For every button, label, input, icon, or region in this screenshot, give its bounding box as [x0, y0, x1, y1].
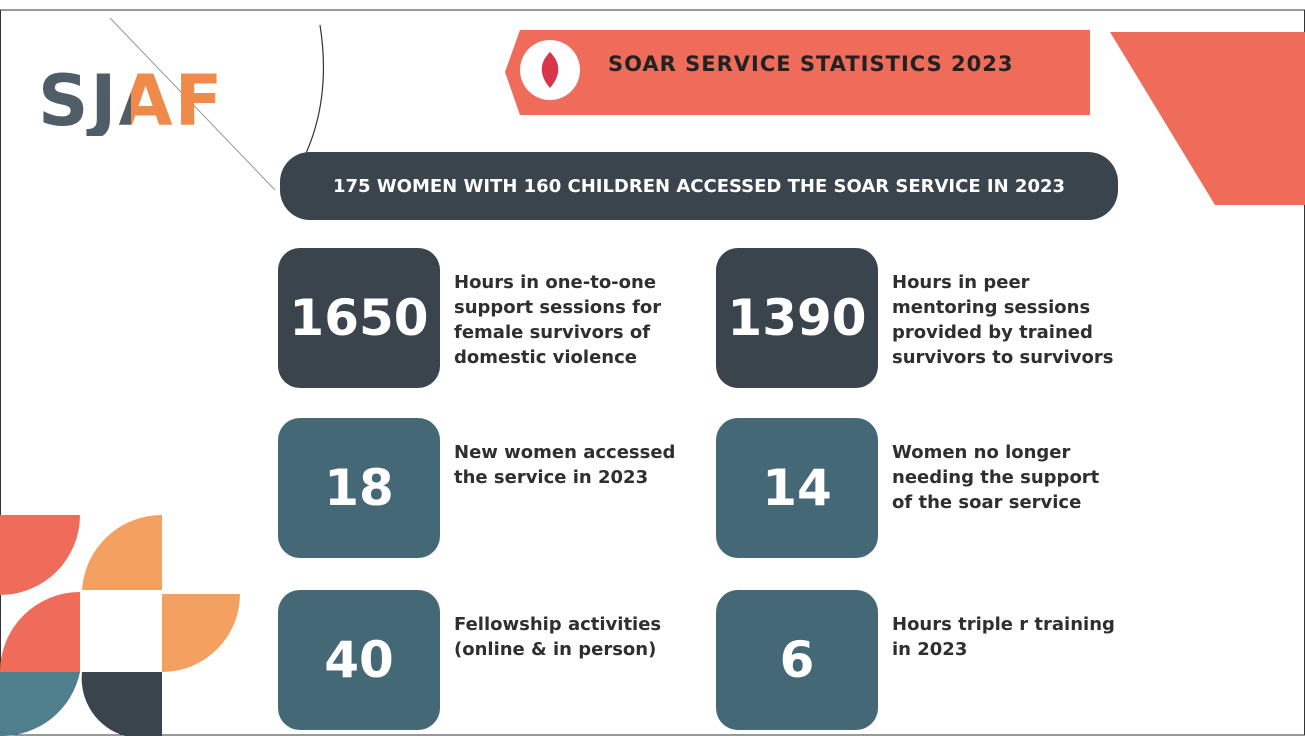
stat-label: Hours triple r training in 2023: [892, 612, 1117, 662]
stat-value: 18: [278, 418, 440, 558]
deco-shape: [82, 515, 162, 590]
deco-shape: [82, 672, 162, 736]
stat-label: Women no longer needing the support of t…: [892, 440, 1117, 515]
stat-label: Hours in peer mentoring sessions provide…: [892, 270, 1117, 370]
deco-shape: [0, 672, 80, 736]
stat-value: 40: [278, 590, 440, 730]
stat-label: New women accessed the service in 2023: [454, 440, 679, 490]
deco-shape: [162, 594, 240, 672]
page: SJAF SOAR SERVICE STATISTICS 2023 175 WO…: [0, 0, 1305, 736]
stat-label: Hours in one-to-one support sessions for…: [454, 270, 679, 370]
header-title: SOAR SERVICE STATISTICS 2023: [608, 52, 1078, 76]
stat-label: Fellowship activities (online & in perso…: [454, 612, 679, 662]
corner-shape: [1110, 32, 1305, 205]
stat-value: 6: [716, 590, 878, 730]
stat-value: 14: [716, 418, 878, 558]
logo: SJAF: [38, 66, 224, 136]
stat-value: 1390: [716, 248, 878, 388]
deco-shape: [0, 592, 80, 672]
stat-value: 1650: [278, 248, 440, 388]
banner: 175 WOMEN WITH 160 CHILDREN ACCESSED THE…: [280, 152, 1118, 220]
deco-shape: [0, 515, 80, 595]
